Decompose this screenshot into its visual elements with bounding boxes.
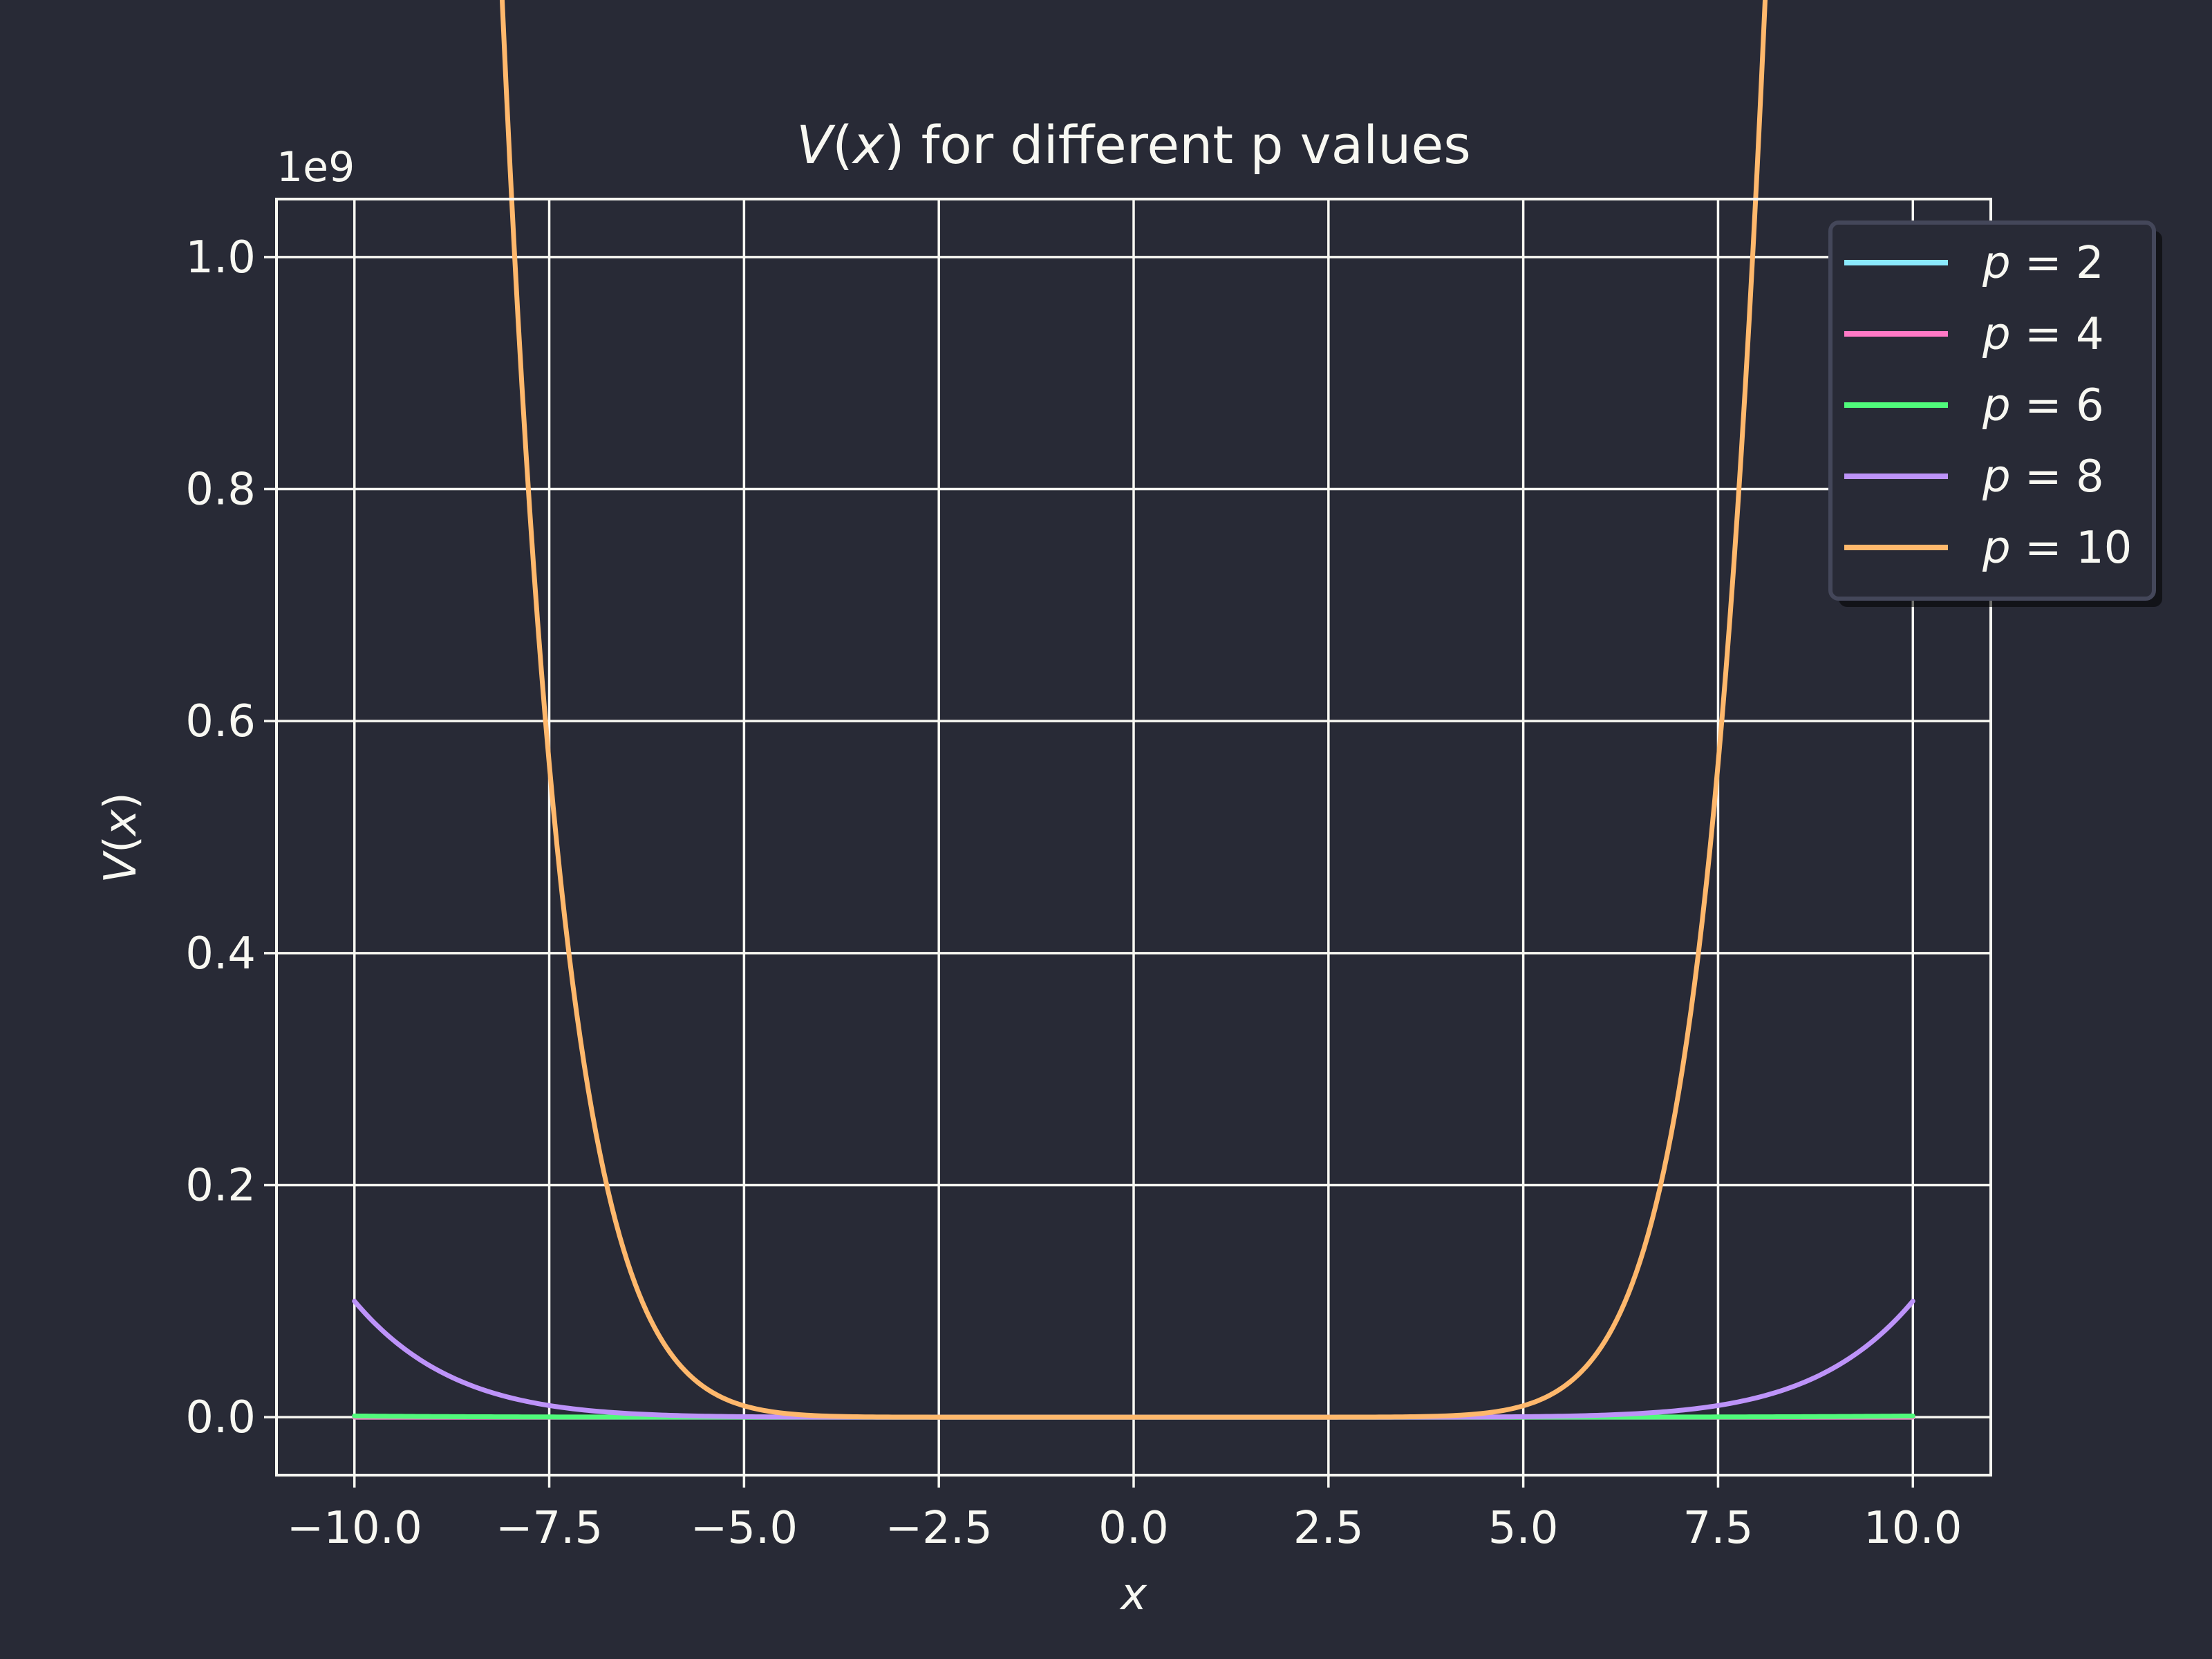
legend-eq: = — [2011, 523, 2076, 574]
title-rest: ) for different p values — [884, 114, 1471, 176]
chart-title: V(x) for different p values — [796, 114, 1471, 176]
legend-val: 4 — [2076, 309, 2104, 360]
ylabel-paren-open: ( — [95, 836, 147, 853]
y-tick-label: 0.0 — [185, 1392, 256, 1443]
y-ticks: 0.0 0.2 0.4 0.6 0.8 1.0 — [185, 232, 276, 1443]
series-line-p10 — [499, 0, 1768, 1420]
legend-val: 10 — [2076, 523, 2132, 574]
y-tick-label: 0.8 — [185, 465, 256, 516]
ylabel-paren-close: ) — [95, 792, 147, 809]
ylabel-v: V — [95, 850, 147, 883]
legend-var: p — [1982, 451, 2011, 503]
legend-val: 8 — [2076, 451, 2104, 503]
x-tick-label: −10.0 — [287, 1503, 422, 1554]
legend-var: p — [1982, 238, 2011, 289]
legend-label-p4: p = 4 — [1982, 309, 2104, 360]
legend-items: p = 2p = 4p = 6p = 8p = 10 — [1844, 238, 2132, 574]
y-tick-label: 1.0 — [185, 232, 256, 283]
legend-eq: = — [2011, 380, 2076, 431]
x-tick-label: 5.0 — [1488, 1503, 1559, 1554]
x-tick-label: −5.0 — [691, 1503, 798, 1554]
legend: p = 2p = 4p = 6p = 8p = 10 — [1828, 221, 2162, 607]
x-tick-label: −7.5 — [496, 1503, 603, 1554]
y-offset-label: 1e9 — [276, 143, 355, 191]
y-axis-label: V(x) — [95, 792, 147, 883]
legend-var: p — [1982, 523, 2011, 574]
x-tick-label: 10.0 — [1864, 1503, 1962, 1554]
legend-var: p — [1982, 309, 2011, 360]
ylabel-x: x — [95, 809, 147, 837]
legend-val: 2 — [2076, 238, 2104, 289]
legend-label-p10: p = 10 — [1982, 523, 2132, 574]
x-axis-label: x — [1119, 1569, 1147, 1620]
legend-label-p8: p = 8 — [1982, 451, 2104, 503]
y-tick-label: 0.2 — [185, 1160, 256, 1211]
series-lines — [352, 0, 1915, 1420]
legend-box — [1828, 221, 2156, 601]
legend-label-p6: p = 6 — [1982, 380, 2104, 431]
x-tick-label: 7.5 — [1683, 1503, 1754, 1554]
legend-val: 6 — [2076, 380, 2104, 431]
y-tick-label: 0.4 — [185, 928, 256, 980]
x-tick-label: −2.5 — [885, 1503, 992, 1554]
legend-eq: = — [2011, 309, 2076, 360]
x-ticks: −10.0 −7.5 −5.0 −2.5 0.0 2.5 5.0 7.5 10.0 — [287, 1475, 1962, 1554]
x-tick-label: 2.5 — [1293, 1503, 1364, 1554]
y-tick-label: 0.6 — [185, 696, 256, 747]
legend-label-p2: p = 2 — [1982, 238, 2104, 289]
title-v: V — [796, 114, 836, 176]
title-paren: ( — [832, 114, 853, 176]
title-x: x — [852, 114, 885, 176]
legend-var: p — [1982, 380, 2011, 431]
legend-eq: = — [2011, 238, 2076, 289]
x-tick-label: 0.0 — [1098, 1503, 1169, 1554]
legend-eq: = — [2011, 451, 2076, 503]
